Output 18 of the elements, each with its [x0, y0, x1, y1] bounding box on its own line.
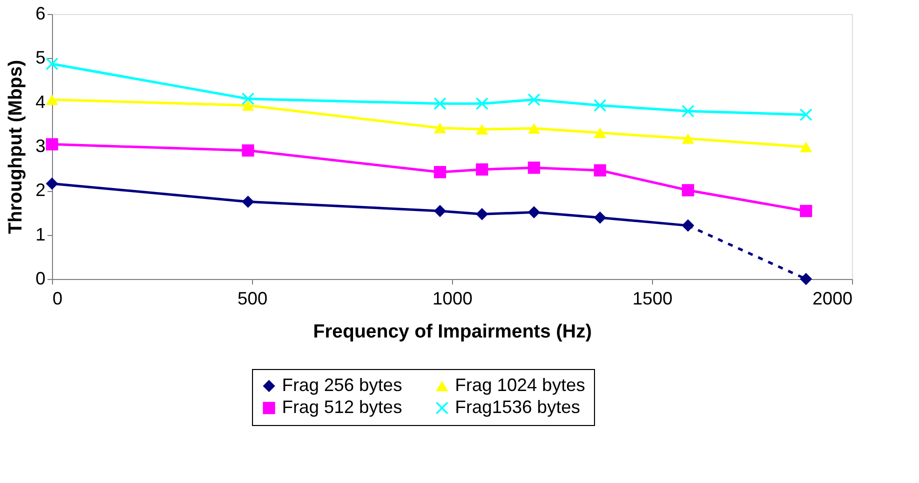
- y-tick-label: 6: [35, 4, 46, 24]
- y-tick-label: 3: [35, 136, 46, 156]
- y-tick-label: 5: [35, 48, 46, 68]
- legend-label: Frag 256 bytes: [282, 375, 402, 395]
- legend-label: Frag 512 bytes: [282, 397, 402, 417]
- y-tick-label: 1: [35, 224, 46, 244]
- y-tick-label: 0: [35, 268, 46, 288]
- y-tick-label: 4: [35, 92, 46, 112]
- y-tick-label: 2: [35, 180, 46, 200]
- y-axis-title: Throughput (Mbps): [5, 60, 26, 234]
- x-tick-label: 1000: [432, 288, 473, 308]
- x-axis-title: Frequency of Impairments (Hz): [313, 322, 592, 342]
- x-tick-label: 2000: [812, 288, 852, 308]
- x-tick-label: 500: [237, 288, 268, 308]
- legend-label: Frag1536 bytes: [455, 397, 580, 417]
- legend-label: Frag 1024 bytes: [455, 375, 586, 395]
- x-tick-label: 1500: [632, 288, 673, 308]
- x-tick-label: 0: [52, 288, 63, 308]
